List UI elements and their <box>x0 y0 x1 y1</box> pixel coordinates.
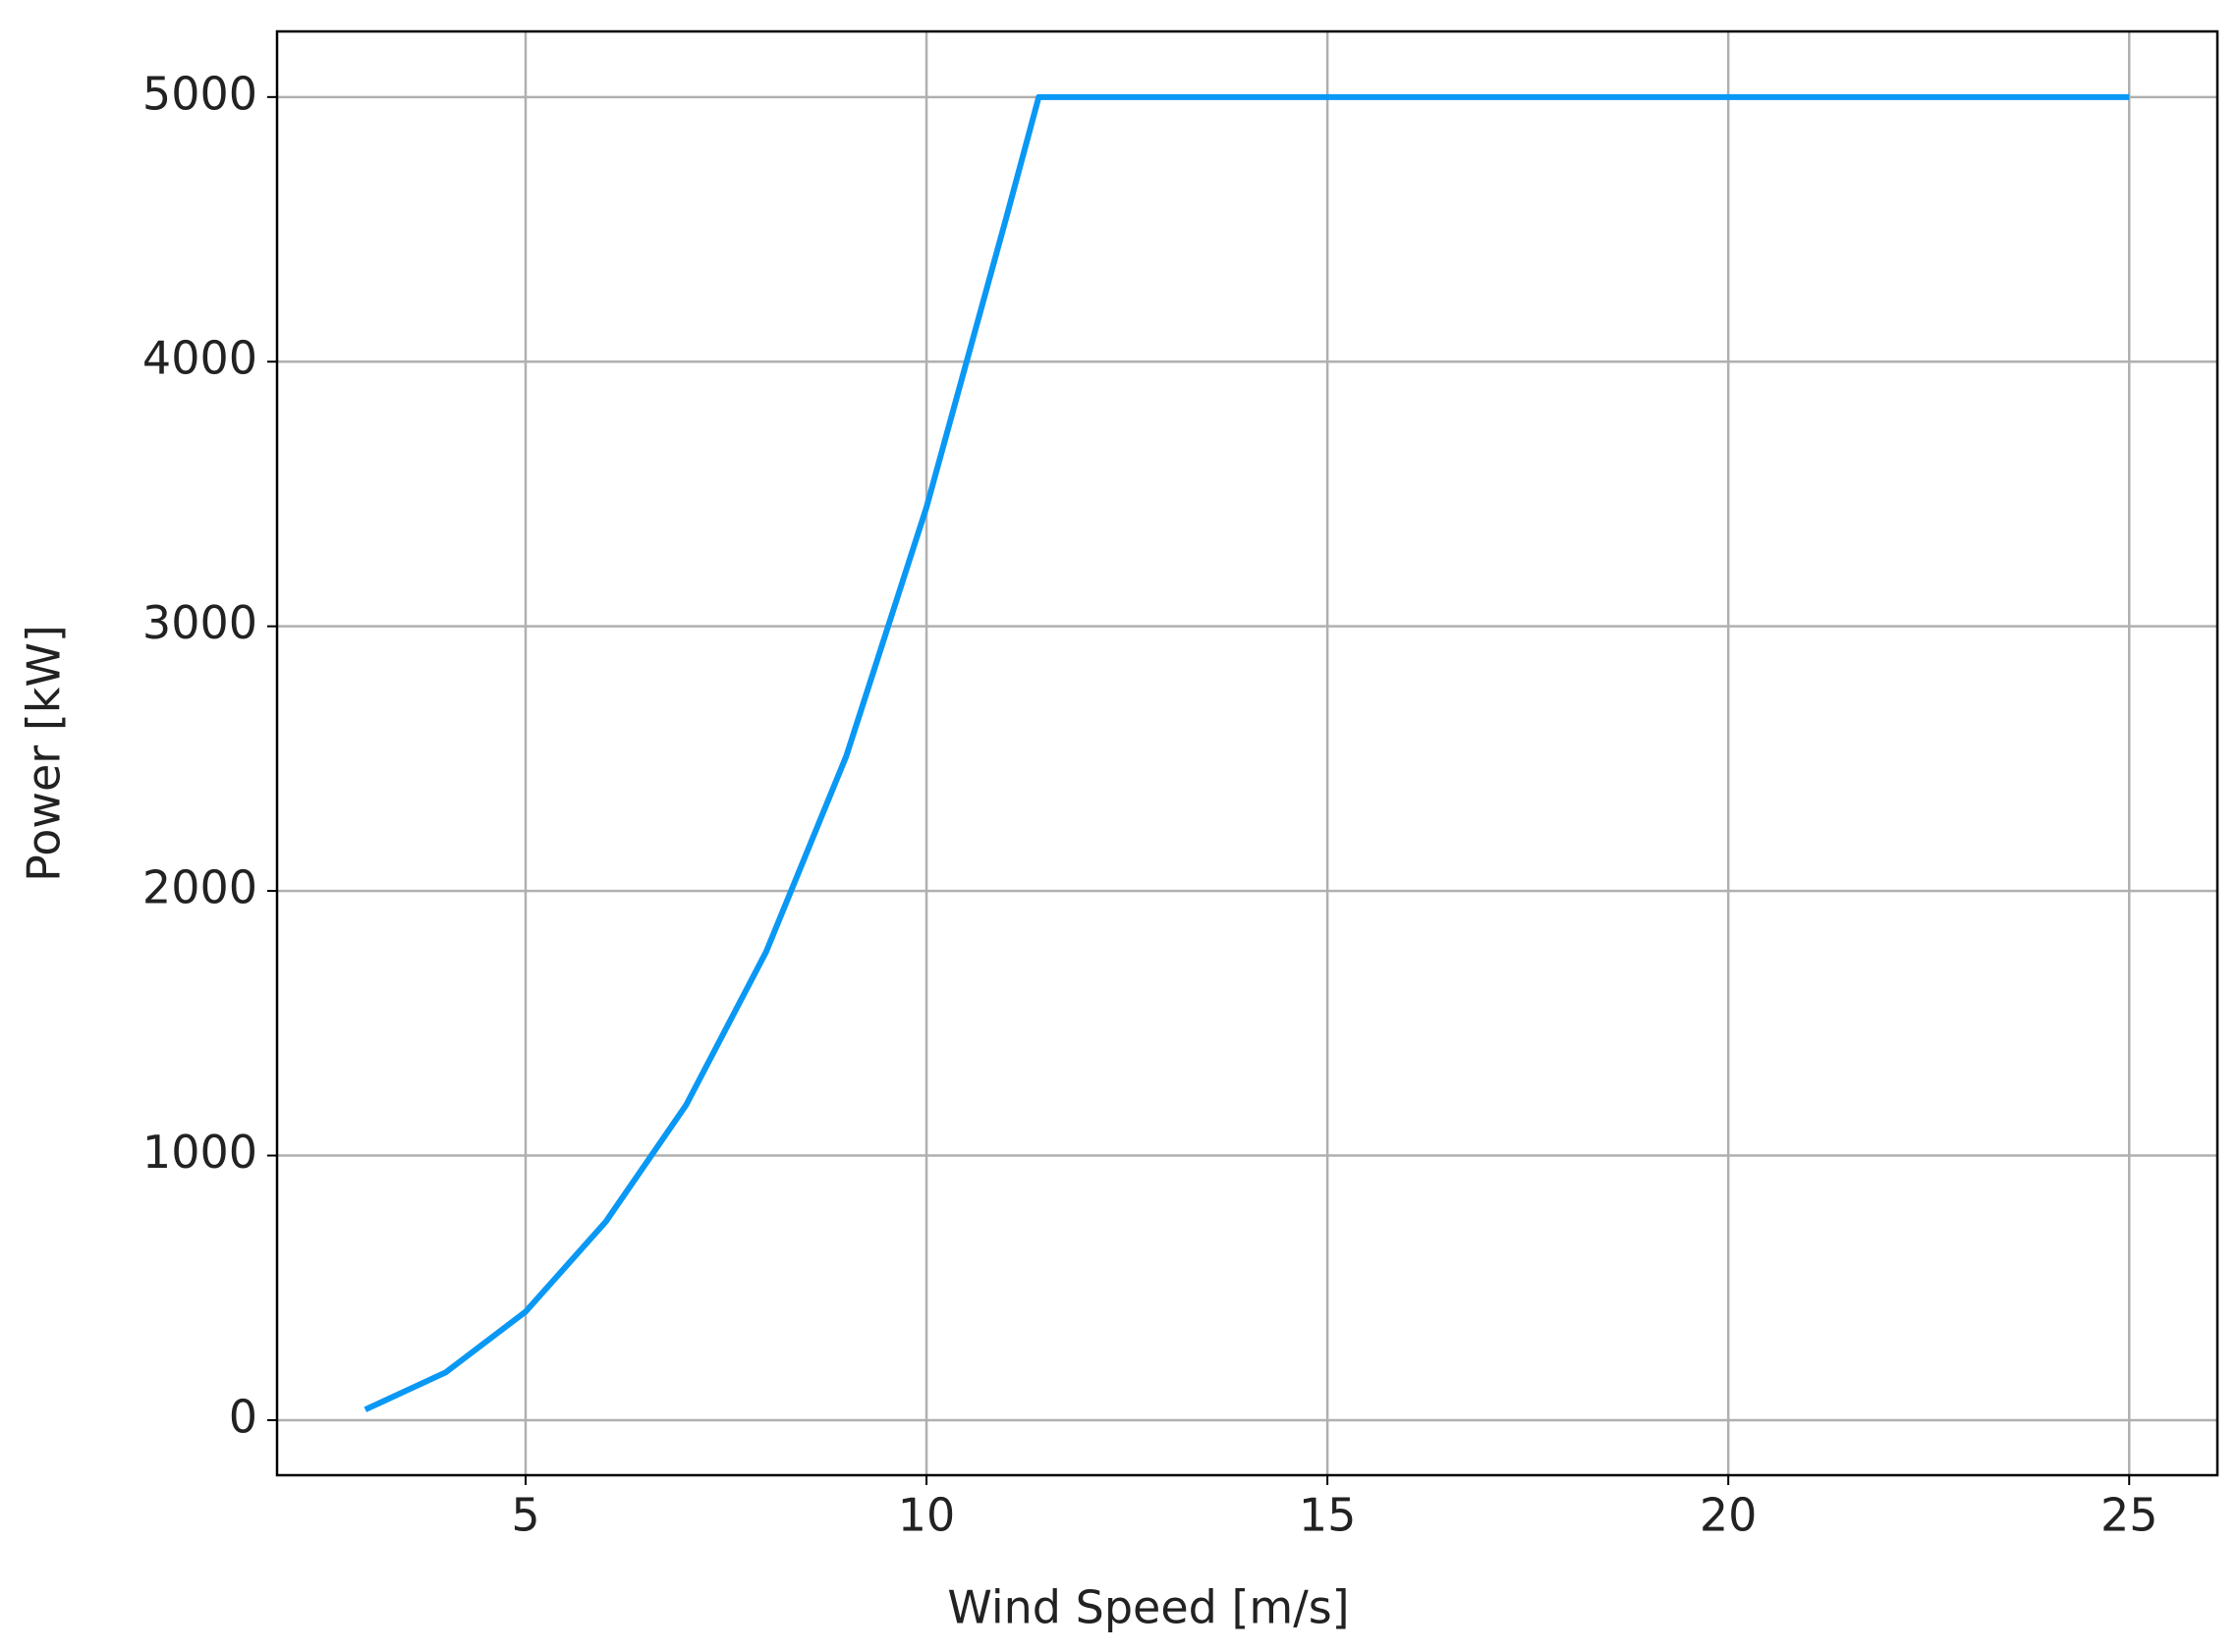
y-tick-label: 1000 <box>142 1126 257 1179</box>
y-tick-label: 3000 <box>142 596 257 649</box>
x-axis-label: Wind Speed [m/s] <box>947 1581 1349 1634</box>
y-tick-label: 4000 <box>142 332 257 385</box>
y-axis-label: Power [kW] <box>18 625 71 882</box>
x-tick-label: 20 <box>1700 1489 1758 1542</box>
y-tick-label: 0 <box>229 1390 257 1443</box>
y-tick-label: 2000 <box>142 861 257 914</box>
line <box>364 93 2130 1412</box>
y-tick-label: 5000 <box>142 67 257 120</box>
plot-frame <box>275 29 2219 1477</box>
x-tick-label: 5 <box>511 1489 539 1542</box>
x-tick-label: 10 <box>898 1489 956 1542</box>
x-tick-label: 25 <box>2100 1489 2158 1542</box>
x-tick-label: 15 <box>1299 1489 1357 1542</box>
